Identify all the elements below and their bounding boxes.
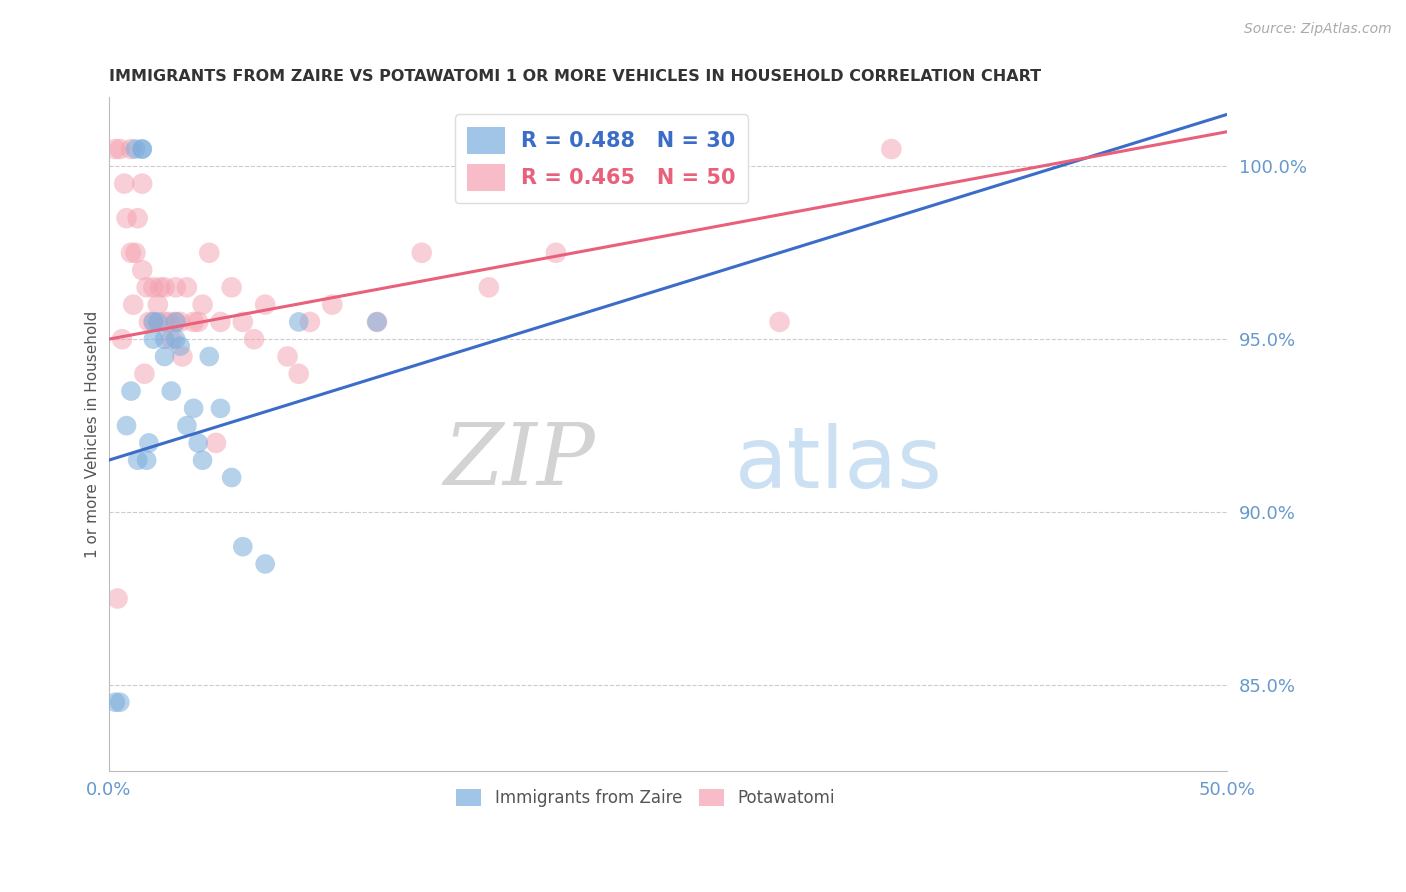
Point bbox=[142, 315, 165, 329]
Point bbox=[187, 315, 209, 329]
Point bbox=[221, 470, 243, 484]
Point bbox=[124, 245, 146, 260]
Point bbox=[768, 315, 790, 329]
Point bbox=[115, 418, 138, 433]
Point bbox=[138, 315, 160, 329]
Point bbox=[120, 142, 142, 156]
Point bbox=[138, 436, 160, 450]
Text: IMMIGRANTS FROM ZAIRE VS POTAWATOMI 1 OR MORE VEHICLES IN HOUSEHOLD CORRELATION : IMMIGRANTS FROM ZAIRE VS POTAWATOMI 1 OR… bbox=[108, 69, 1040, 84]
Point bbox=[124, 142, 146, 156]
Point bbox=[183, 401, 205, 416]
Point bbox=[165, 315, 187, 329]
Point bbox=[287, 315, 309, 329]
Point bbox=[142, 280, 165, 294]
Point bbox=[131, 263, 153, 277]
Point bbox=[205, 436, 228, 450]
Point bbox=[146, 298, 169, 312]
Point bbox=[880, 142, 903, 156]
Legend: Immigrants from Zaire, Potawatomi: Immigrants from Zaire, Potawatomi bbox=[450, 782, 841, 814]
Point bbox=[165, 280, 187, 294]
Point bbox=[135, 453, 157, 467]
Point bbox=[104, 695, 127, 709]
Point bbox=[153, 350, 176, 364]
Point bbox=[149, 280, 172, 294]
Point bbox=[176, 280, 198, 294]
Point bbox=[366, 315, 388, 329]
Point bbox=[142, 332, 165, 346]
Point bbox=[120, 384, 142, 398]
Point bbox=[108, 142, 131, 156]
Point bbox=[112, 177, 135, 191]
Point bbox=[153, 332, 176, 346]
Point bbox=[209, 315, 232, 329]
Text: ZIP: ZIP bbox=[443, 420, 595, 502]
Point bbox=[146, 315, 169, 329]
Point bbox=[131, 142, 153, 156]
Point bbox=[198, 350, 221, 364]
Point bbox=[544, 245, 567, 260]
Y-axis label: 1 or more Vehicles in Household: 1 or more Vehicles in Household bbox=[86, 310, 100, 558]
Point bbox=[160, 384, 183, 398]
Point bbox=[115, 211, 138, 226]
Point bbox=[187, 436, 209, 450]
Point bbox=[254, 557, 277, 571]
Point bbox=[108, 695, 131, 709]
Point bbox=[277, 350, 299, 364]
Point bbox=[160, 332, 183, 346]
Point bbox=[142, 315, 165, 329]
Point bbox=[411, 245, 433, 260]
Point bbox=[120, 245, 142, 260]
Point bbox=[127, 453, 149, 467]
Point bbox=[157, 315, 180, 329]
Point bbox=[107, 591, 129, 606]
Point bbox=[191, 298, 214, 312]
Point bbox=[287, 367, 309, 381]
Point bbox=[165, 332, 187, 346]
Point bbox=[232, 315, 254, 329]
Point bbox=[165, 315, 187, 329]
Point bbox=[209, 401, 232, 416]
Point bbox=[104, 142, 127, 156]
Point bbox=[657, 177, 679, 191]
Point bbox=[131, 177, 153, 191]
Point bbox=[198, 245, 221, 260]
Point bbox=[298, 315, 321, 329]
Point bbox=[221, 280, 243, 294]
Point bbox=[191, 453, 214, 467]
Point bbox=[176, 418, 198, 433]
Point bbox=[153, 315, 176, 329]
Point bbox=[172, 350, 194, 364]
Point bbox=[131, 142, 153, 156]
Point bbox=[169, 315, 191, 329]
Point bbox=[254, 298, 277, 312]
Point bbox=[169, 339, 191, 353]
Point bbox=[243, 332, 266, 346]
Point bbox=[366, 315, 388, 329]
Point bbox=[153, 280, 176, 294]
Point bbox=[111, 332, 134, 346]
Point bbox=[134, 367, 156, 381]
Point bbox=[232, 540, 254, 554]
Text: atlas: atlas bbox=[735, 423, 943, 506]
Point bbox=[321, 298, 343, 312]
Point bbox=[135, 280, 157, 294]
Text: Source: ZipAtlas.com: Source: ZipAtlas.com bbox=[1244, 22, 1392, 37]
Point bbox=[127, 211, 149, 226]
Point bbox=[183, 315, 205, 329]
Point bbox=[478, 280, 501, 294]
Point bbox=[122, 298, 145, 312]
